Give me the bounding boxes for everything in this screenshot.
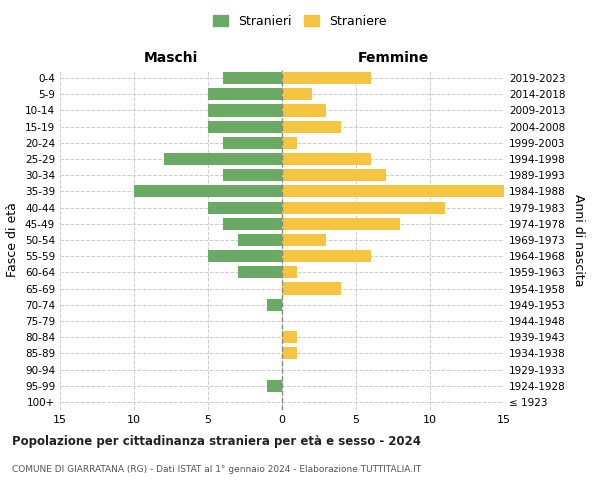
Text: Maschi: Maschi (144, 51, 198, 65)
Bar (282, 88, 311, 101)
Bar (223, 169, 282, 181)
Bar (267, 380, 282, 392)
Bar (282, 72, 371, 84)
Bar (282, 202, 445, 213)
Bar (134, 186, 282, 198)
Bar (208, 202, 282, 213)
Bar (267, 298, 282, 311)
Bar (282, 234, 326, 246)
Text: Popolazione per cittadinanza straniera per età e sesso - 2024: Popolazione per cittadinanza straniera p… (12, 435, 421, 448)
Bar (282, 266, 297, 278)
Bar (223, 137, 282, 149)
Bar (238, 266, 282, 278)
Bar (282, 282, 341, 294)
Bar (282, 331, 297, 343)
Bar (282, 120, 341, 132)
Bar (282, 250, 371, 262)
Bar (282, 218, 400, 230)
Bar (208, 120, 282, 132)
Y-axis label: Anni di nascita: Anni di nascita (572, 194, 585, 286)
Bar (208, 88, 282, 101)
Legend: Stranieri, Straniere: Stranieri, Straniere (207, 8, 393, 34)
Bar (208, 104, 282, 117)
Bar (282, 348, 297, 360)
Bar (223, 72, 282, 84)
Bar (282, 153, 371, 165)
Bar (282, 137, 297, 149)
Bar (282, 104, 326, 117)
Bar (282, 169, 386, 181)
Text: Femmine: Femmine (358, 51, 428, 65)
Bar (282, 186, 504, 198)
Bar (223, 218, 282, 230)
Text: COMUNE DI GIARRATANA (RG) - Dati ISTAT al 1° gennaio 2024 - Elaborazione TUTTITA: COMUNE DI GIARRATANA (RG) - Dati ISTAT a… (12, 465, 421, 474)
Bar (164, 153, 282, 165)
Bar (238, 234, 282, 246)
Bar (208, 250, 282, 262)
Y-axis label: Fasce di età: Fasce di età (7, 202, 19, 278)
